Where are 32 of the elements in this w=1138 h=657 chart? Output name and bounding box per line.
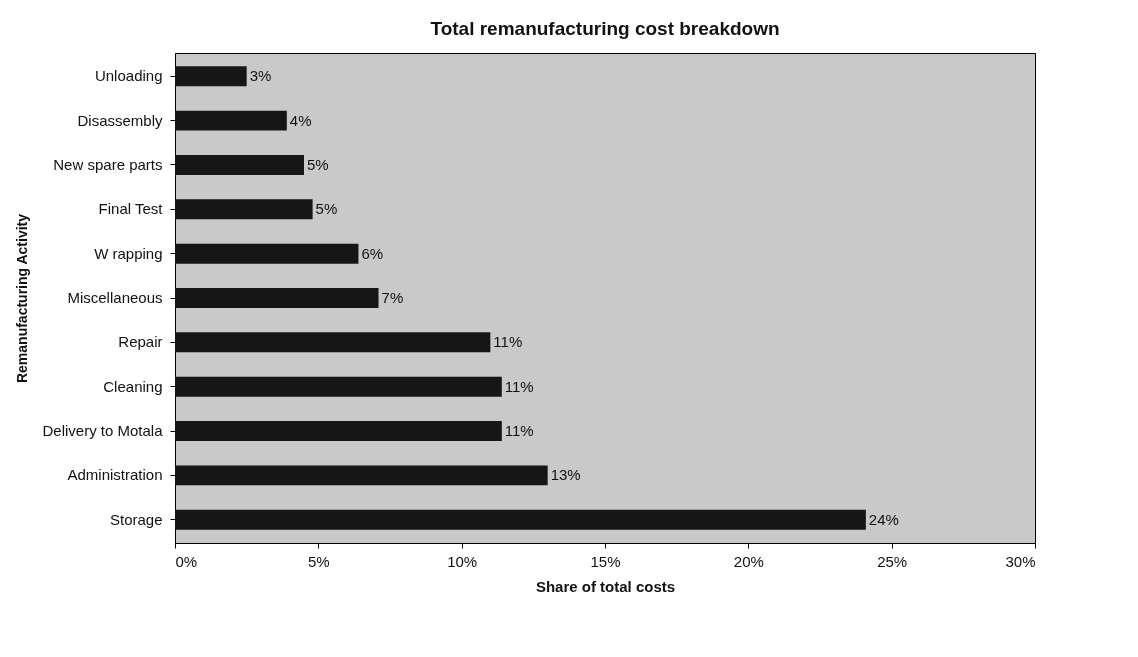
y-tick-label: Unloading xyxy=(94,67,163,85)
y-tick-label: Storage xyxy=(109,510,163,528)
y-axis-title: Remanufacturing Activity xyxy=(14,213,31,384)
y-tick-label: Administration xyxy=(67,466,163,484)
x-tick-label: 25% xyxy=(877,552,908,570)
data-label: 7% xyxy=(381,289,404,306)
x-tick-label: 30% xyxy=(1005,552,1036,570)
data-label: 24% xyxy=(868,510,899,528)
x-axis-title: Share of total costs xyxy=(535,577,676,595)
data-label: 11% xyxy=(504,422,534,440)
y-tick-label: Disassembly xyxy=(77,111,163,129)
y-tick-label: Cleaning xyxy=(103,377,163,395)
y-tick-label: Repair xyxy=(118,333,163,351)
y-tick-label: W rapping xyxy=(94,244,163,262)
y-tick-label: Miscellaneous xyxy=(67,289,163,306)
x-tick-label: 15% xyxy=(590,552,621,570)
data-label: 5% xyxy=(307,155,329,173)
x-tick-label: 20% xyxy=(733,552,764,570)
data-label: 4% xyxy=(289,111,312,129)
x-tick-label: 0% xyxy=(175,552,198,570)
chart-title: Total remanufacturing cost breakdown xyxy=(430,18,780,39)
data-label: 5% xyxy=(315,200,338,218)
data-label: 13% xyxy=(550,466,581,484)
data-label: 11% xyxy=(504,377,534,395)
x-tick-label: 10% xyxy=(447,552,478,570)
data-label: 3% xyxy=(249,67,272,85)
y-tick-label: Delivery to Motala xyxy=(42,422,164,440)
y-tick-label: New spare parts xyxy=(53,155,163,173)
x-tick-label: 5% xyxy=(307,552,330,570)
data-label: 6% xyxy=(361,244,384,262)
data-label: 11% xyxy=(493,333,523,351)
y-tick-label: Final Test xyxy=(98,200,164,218)
